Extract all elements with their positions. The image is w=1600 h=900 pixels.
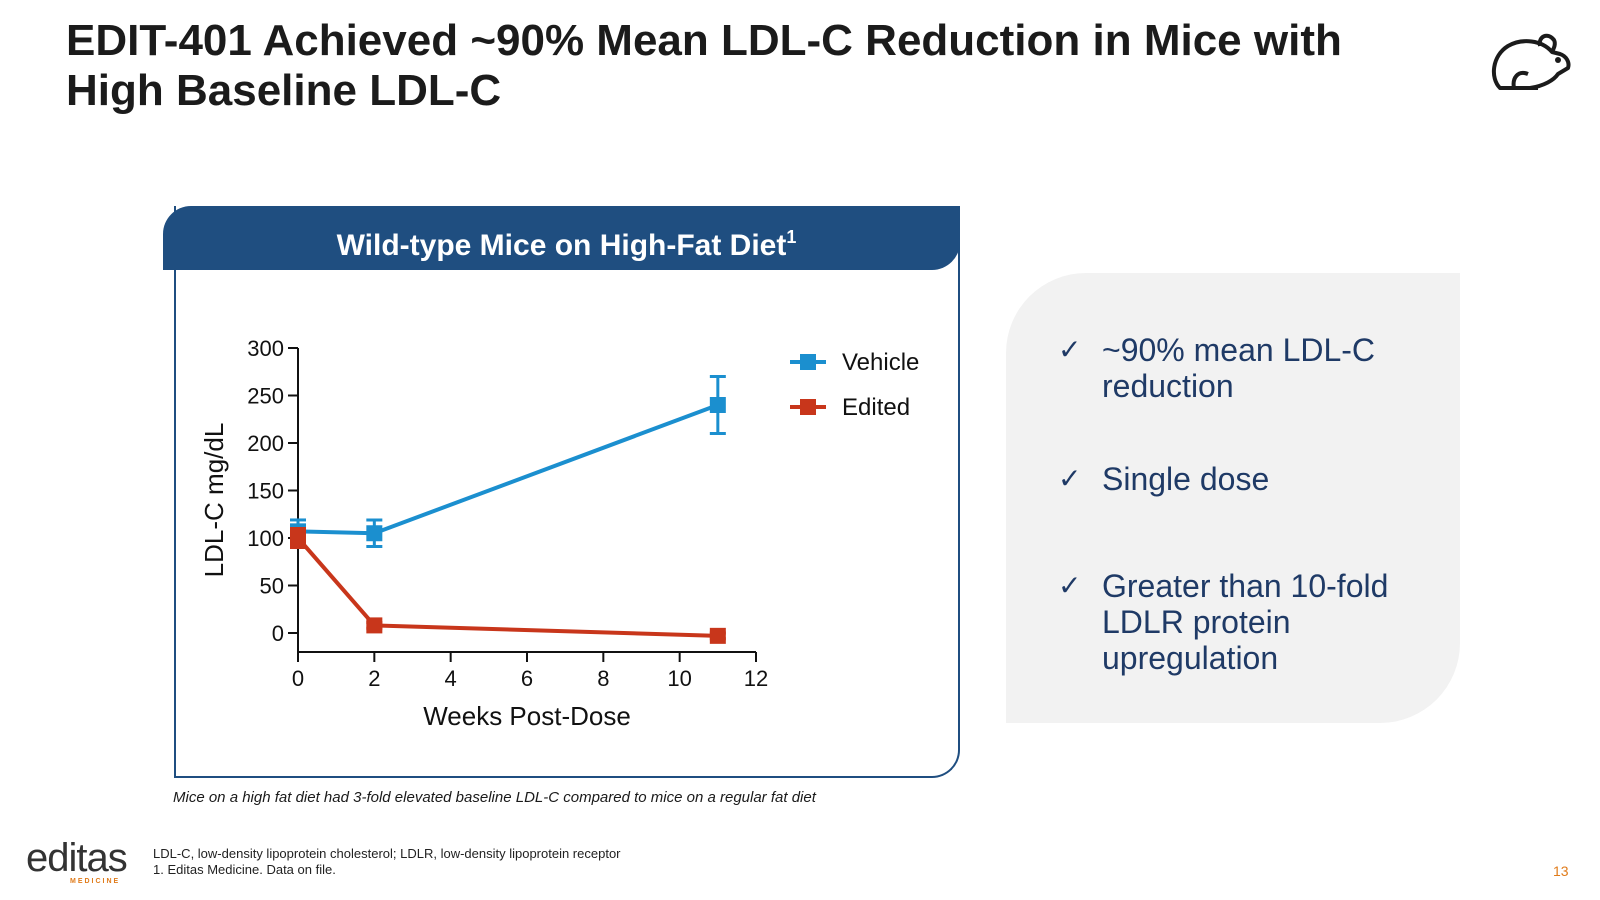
y-axis-label: LDL-C mg/dL (199, 423, 229, 578)
chart-title: Wild-type Mice on High-Fat Diet (336, 229, 787, 262)
y-tick-label: 50 (260, 574, 284, 599)
footnote-abbrev: LDL-C, low-density lipoprotein cholester… (153, 846, 621, 861)
slide-title: EDIT-401 Achieved ~90% Mean LDL-C Reduct… (66, 16, 1342, 115)
y-tick-label: 200 (247, 431, 284, 456)
chart-header: Wild-type Mice on High-Fat Diet1 (163, 206, 960, 270)
x-tick-label: 6 (521, 666, 533, 691)
chart-axes: 0 50 100 150 200 250 300 0 2 4 6 8 10 12 Weeks Post-Do… (199, 336, 768, 731)
y-tick-label: 0 (272, 621, 284, 646)
data-point-edited (290, 530, 306, 546)
legend-marker (800, 354, 816, 370)
x-tick-label: 12 (744, 666, 768, 691)
chart-title-footnote: 1 (786, 227, 797, 247)
x-tick-label: 0 (292, 666, 304, 691)
x-tick-label: 8 (597, 666, 609, 691)
bullet-item: ✓ Single dose (1058, 461, 1438, 497)
editas-logo: editas MEDICINE (26, 838, 136, 886)
y-tick-label: 300 (247, 336, 284, 361)
bullet-text: ~90% mean LDL-C reduction (1102, 332, 1376, 404)
check-icon: ✓ (1058, 334, 1082, 365)
footnote-source: 1. Editas Medicine. Data on file. (153, 862, 336, 877)
bullet-item: ✓ Greater than 10-fold LDLR protein upre… (1058, 568, 1438, 676)
x-tick-label: 4 (445, 666, 457, 691)
check-icon: ✓ (1058, 463, 1082, 494)
x-tick-label: 10 (667, 666, 691, 691)
chart-card (174, 206, 960, 778)
bullet-panel (1006, 273, 1460, 723)
logo-sub: MEDICINE (70, 878, 121, 885)
mouse-icon (1491, 33, 1571, 90)
x-tick-label: 2 (368, 666, 380, 691)
data-point-edited (709, 627, 726, 644)
series-line-vehicle (297, 403, 719, 536)
check-icon: ✓ (1058, 570, 1082, 601)
bullet-item: ✓ ~90% mean LDL-C reduction (1058, 332, 1438, 404)
chart-caption: Mice on a high fat diet had 3-fold eleva… (173, 789, 816, 806)
y-tick-label: 100 (247, 526, 284, 551)
data-point-vehicle (709, 397, 726, 413)
bullet-text: Single dose (1102, 461, 1270, 497)
y-tick-label: 250 (247, 384, 284, 409)
data-point-edited (366, 617, 383, 634)
legend-label: Edited (842, 394, 910, 421)
legend-marker (800, 399, 816, 415)
logo-word: editas (26, 836, 128, 880)
page-number: 13 (1553, 863, 1569, 879)
y-tick-label: 150 (247, 479, 284, 504)
chart-marks (290, 375, 726, 644)
bullet-text: Greater than 10-fold LDLR protein upregu… (1102, 568, 1389, 676)
chart-legend: Vehicle Edited (790, 349, 919, 421)
series-line-edited (296, 536, 718, 638)
footnotes: LDL-C, low-density lipoprotein cholester… (153, 846, 621, 878)
legend-label: Vehicle (842, 349, 919, 376)
x-axis-label: Weeks Post-Dose (423, 701, 631, 731)
data-point-vehicle (366, 525, 383, 542)
